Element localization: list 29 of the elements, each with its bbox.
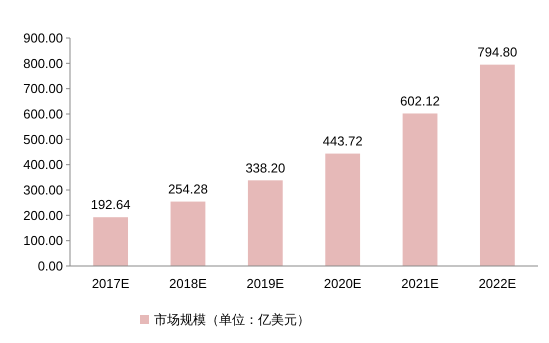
legend-label: 市场规模（单位：亿美元） [154, 312, 310, 327]
y-tick-label: 600.00 [23, 106, 63, 122]
bar [480, 64, 515, 266]
x-tick-label: 2020E [324, 276, 362, 291]
x-tick-label: 2019E [246, 276, 284, 291]
data-label: 443.72 [322, 134, 363, 149]
data-label: 254.28 [168, 182, 208, 197]
y-tick-label: 300.00 [23, 182, 63, 198]
data-label: 602.12 [400, 93, 440, 108]
y-tick-label: 800.00 [23, 56, 63, 71]
bar [325, 154, 360, 266]
data-label: 338.20 [245, 160, 286, 176]
data-label: 192.64 [90, 197, 130, 212]
y-tick-label: 900.00 [23, 30, 63, 46]
y-tick-label: 700.00 [23, 81, 63, 96]
y-tick-label: 200.00 [23, 208, 63, 223]
x-tick-label: 2018E [169, 276, 208, 291]
x-tick-label: 2022E [478, 276, 517, 291]
y-tick-label: 0.00 [38, 258, 63, 274]
bar [402, 113, 438, 266]
data-label: 794.80 [478, 44, 518, 60]
y-tick-label: 500.00 [23, 132, 63, 147]
bar [170, 202, 206, 266]
y-tick-label: 100.00 [23, 233, 63, 248]
x-tick-label: 2021E [401, 276, 440, 291]
y-tick-label: 400.00 [23, 157, 63, 172]
bar [248, 180, 283, 266]
bar [93, 217, 128, 266]
x-tick-label: 2017E [92, 276, 130, 291]
